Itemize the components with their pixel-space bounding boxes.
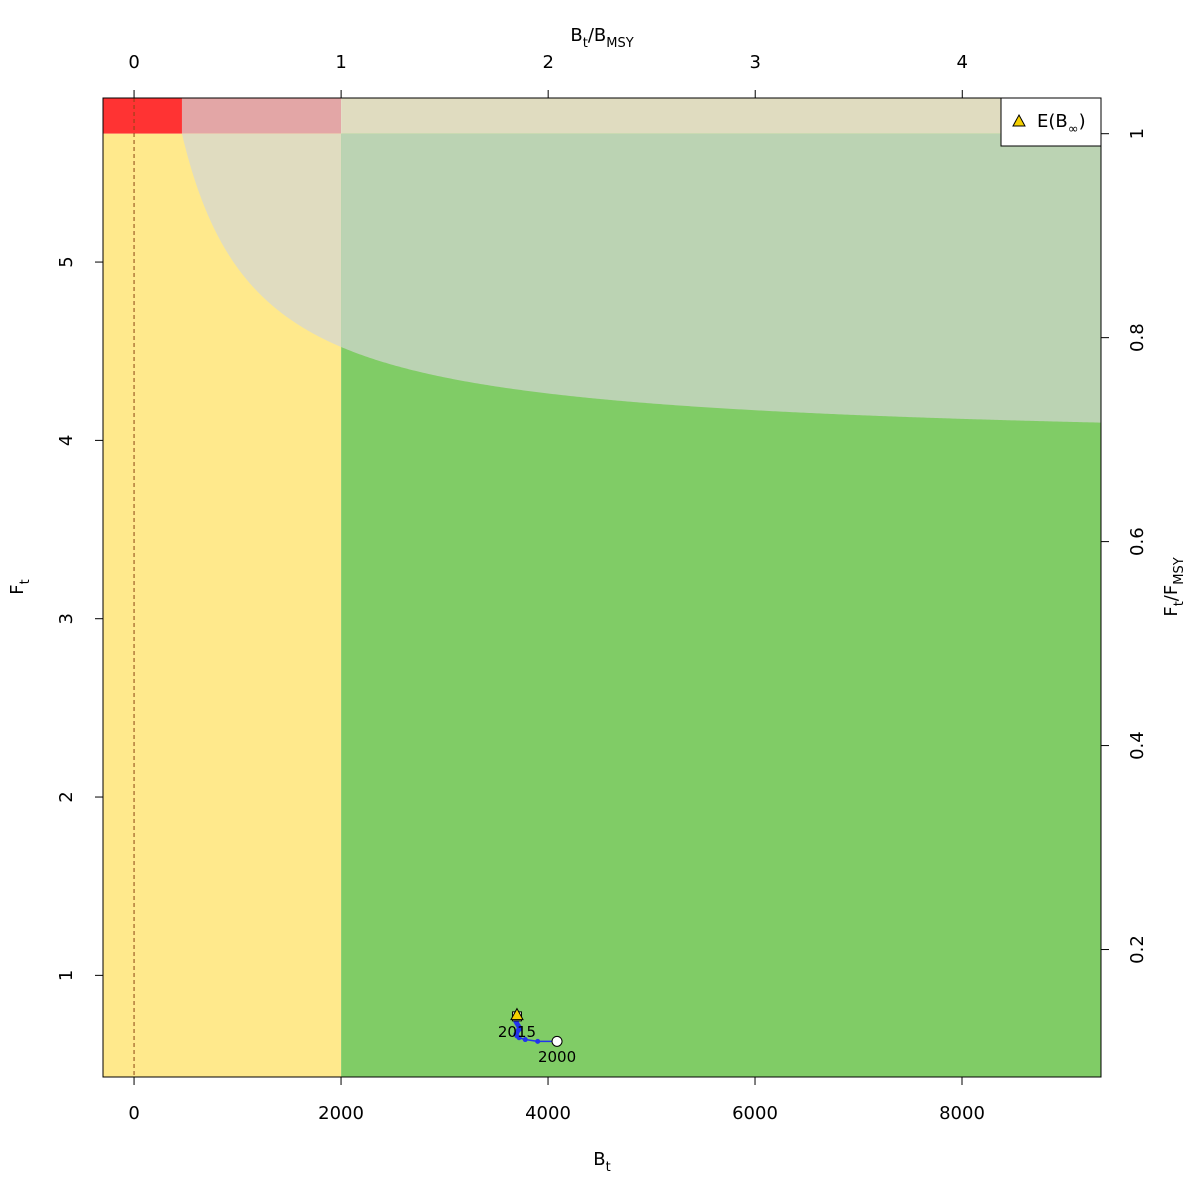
legend-label-part: E(B <box>1037 111 1068 132</box>
year-label: 2000 <box>538 1048 576 1066</box>
x2-tick-label: 4 <box>957 52 968 73</box>
x-axis-title-part: t <box>606 1160 611 1175</box>
legend-marker <box>1012 113 1026 127</box>
y-tick-label: 5 <box>56 256 77 267</box>
x2-axis-title-part: t <box>583 36 588 51</box>
y2-axis-title-part: MSY <box>1172 557 1187 584</box>
x2-tick-label: 3 <box>749 52 760 73</box>
legend-label-part: ∞ <box>1068 122 1079 137</box>
region <box>103 98 182 134</box>
x2-tick-label: 0 <box>128 52 139 73</box>
x-axis-title: Bt <box>593 1149 610 1175</box>
y2-tick-label: 0.4 <box>1127 731 1148 760</box>
x2-axis-title: Bt/BMSY <box>570 25 633 51</box>
regions <box>103 98 1101 1078</box>
y2-axis-title: Ft/FMSY <box>1161 557 1187 616</box>
x-tick-label: 6000 <box>732 1103 778 1124</box>
region <box>181 98 342 134</box>
y2-tick-label: 0.2 <box>1127 935 1148 964</box>
plot-frame <box>102 97 1102 1078</box>
y2-axis-title-part: /F <box>1161 585 1182 601</box>
y-tick-label: 2 <box>56 791 77 802</box>
expected-point <box>510 1007 524 1021</box>
y-axis-title: Ft <box>7 579 33 594</box>
point <box>522 1037 528 1043</box>
x-tick-label: 0 <box>128 1103 139 1124</box>
y2-tick-label: 1 <box>1127 128 1148 139</box>
y-tick-label: 3 <box>56 613 77 624</box>
y2-axis-title-part: F <box>1161 606 1182 616</box>
x2-axis-title-part: /B <box>588 25 606 46</box>
x2-tick-label: 1 <box>335 52 346 73</box>
x-tick-label: 2000 <box>318 1103 364 1124</box>
x2-axis-title-part: MSY <box>606 36 633 51</box>
x-tick-label: 8000 <box>939 1103 985 1124</box>
y-axis-title-part: t <box>18 579 33 584</box>
region <box>341 98 1101 134</box>
x2-axis-title-part: B <box>570 25 582 46</box>
overfishing-region <box>341 133 1101 423</box>
year-label: 2015 <box>498 1023 536 1041</box>
y2-tick-label: 0.6 <box>1127 527 1148 556</box>
y-tick-label: 4 <box>56 435 77 446</box>
start-point <box>551 1035 563 1047</box>
x2-tick-label: 2 <box>542 52 553 73</box>
legend-label: E(B∞) <box>1037 111 1086 137</box>
legend-label-part: ) <box>1079 111 1086 132</box>
x-axis-title-part: B <box>593 1149 605 1170</box>
y-axis-title-part: F <box>7 584 28 594</box>
x-tick-label: 4000 <box>525 1103 571 1124</box>
point <box>535 1038 541 1044</box>
y2-tick-label: 0.8 <box>1127 323 1148 352</box>
y2-axis-title-part: t <box>1172 601 1187 606</box>
overfishing-region <box>181 133 342 347</box>
y-tick-label: 1 <box>56 970 77 981</box>
